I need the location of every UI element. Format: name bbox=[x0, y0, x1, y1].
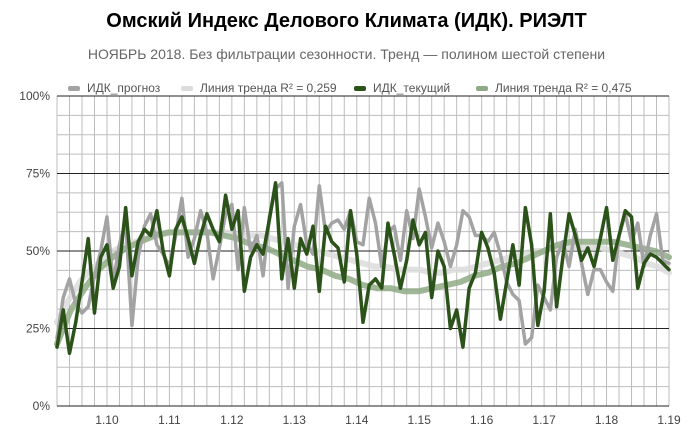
series-line-data-0 bbox=[55, 181, 671, 346]
legend: ИДК_прогноз Линия тренда R² = 0,259 ИДК_… bbox=[0, 79, 693, 97]
legend-label-current: ИДК_текущий bbox=[373, 81, 451, 95]
legend-swatch-trend-current bbox=[476, 85, 488, 91]
legend-label-forecast: ИДК_прогноз bbox=[87, 81, 161, 95]
axes: 0% 25% 50% 75% 100% 1.10 1.11 1.12 1.13 1.14 1.15 1… bbox=[19, 89, 681, 427]
legend-label-trend-current: Линия тренда R² = 0,475 bbox=[495, 81, 632, 95]
legend-item-forecast: ИДК_прогноз bbox=[68, 79, 160, 97]
legend-swatch-trend-forecast bbox=[181, 85, 193, 91]
x-tick-label: 1.11 bbox=[158, 413, 181, 427]
y-tick-label: 0% bbox=[33, 399, 51, 413]
x-tick-label: 1.15 bbox=[408, 413, 432, 427]
x-tick-label: 1.14 bbox=[345, 413, 369, 427]
legend-swatch-forecast bbox=[68, 85, 80, 91]
x-tick-label: 1.16 bbox=[470, 413, 494, 427]
y-tick-label: 50% bbox=[26, 244, 50, 258]
series-line-data-2 bbox=[55, 181, 671, 356]
x-tick-label: 1.19 bbox=[657, 413, 681, 427]
x-tick-label: 1.17 bbox=[532, 413, 556, 427]
chart-subtitle: НОЯБРЬ 2018. Без фильтрации сезонности. … bbox=[87, 46, 606, 62]
y-tick-label: 100% bbox=[19, 89, 50, 103]
series-lines bbox=[54, 181, 672, 356]
x-tick-label: 1.18 bbox=[595, 413, 619, 427]
legend-swatch-current bbox=[354, 85, 366, 91]
legend-label-trend-forecast: Линия тренда R² = 0,259 bbox=[200, 81, 337, 95]
x-tick-label: 1.12 bbox=[220, 413, 244, 427]
x-tick-label: 1.13 bbox=[283, 413, 307, 427]
y-tick-label: 75% bbox=[26, 167, 50, 181]
x-tick-label: 1.10 bbox=[95, 413, 119, 427]
legend-item-current: ИДК_текущий bbox=[354, 79, 450, 97]
legend-item-trend-forecast: Линия тренда R² = 0,259 bbox=[181, 79, 337, 97]
y-tick-label: 25% bbox=[26, 322, 50, 336]
legend-item-trend-current: Линия тренда R² = 0,475 bbox=[476, 79, 632, 97]
grid bbox=[56, 95, 670, 407]
chart-title: Омский Индекс Делового Климата (ИДК). РИ… bbox=[106, 10, 587, 32]
